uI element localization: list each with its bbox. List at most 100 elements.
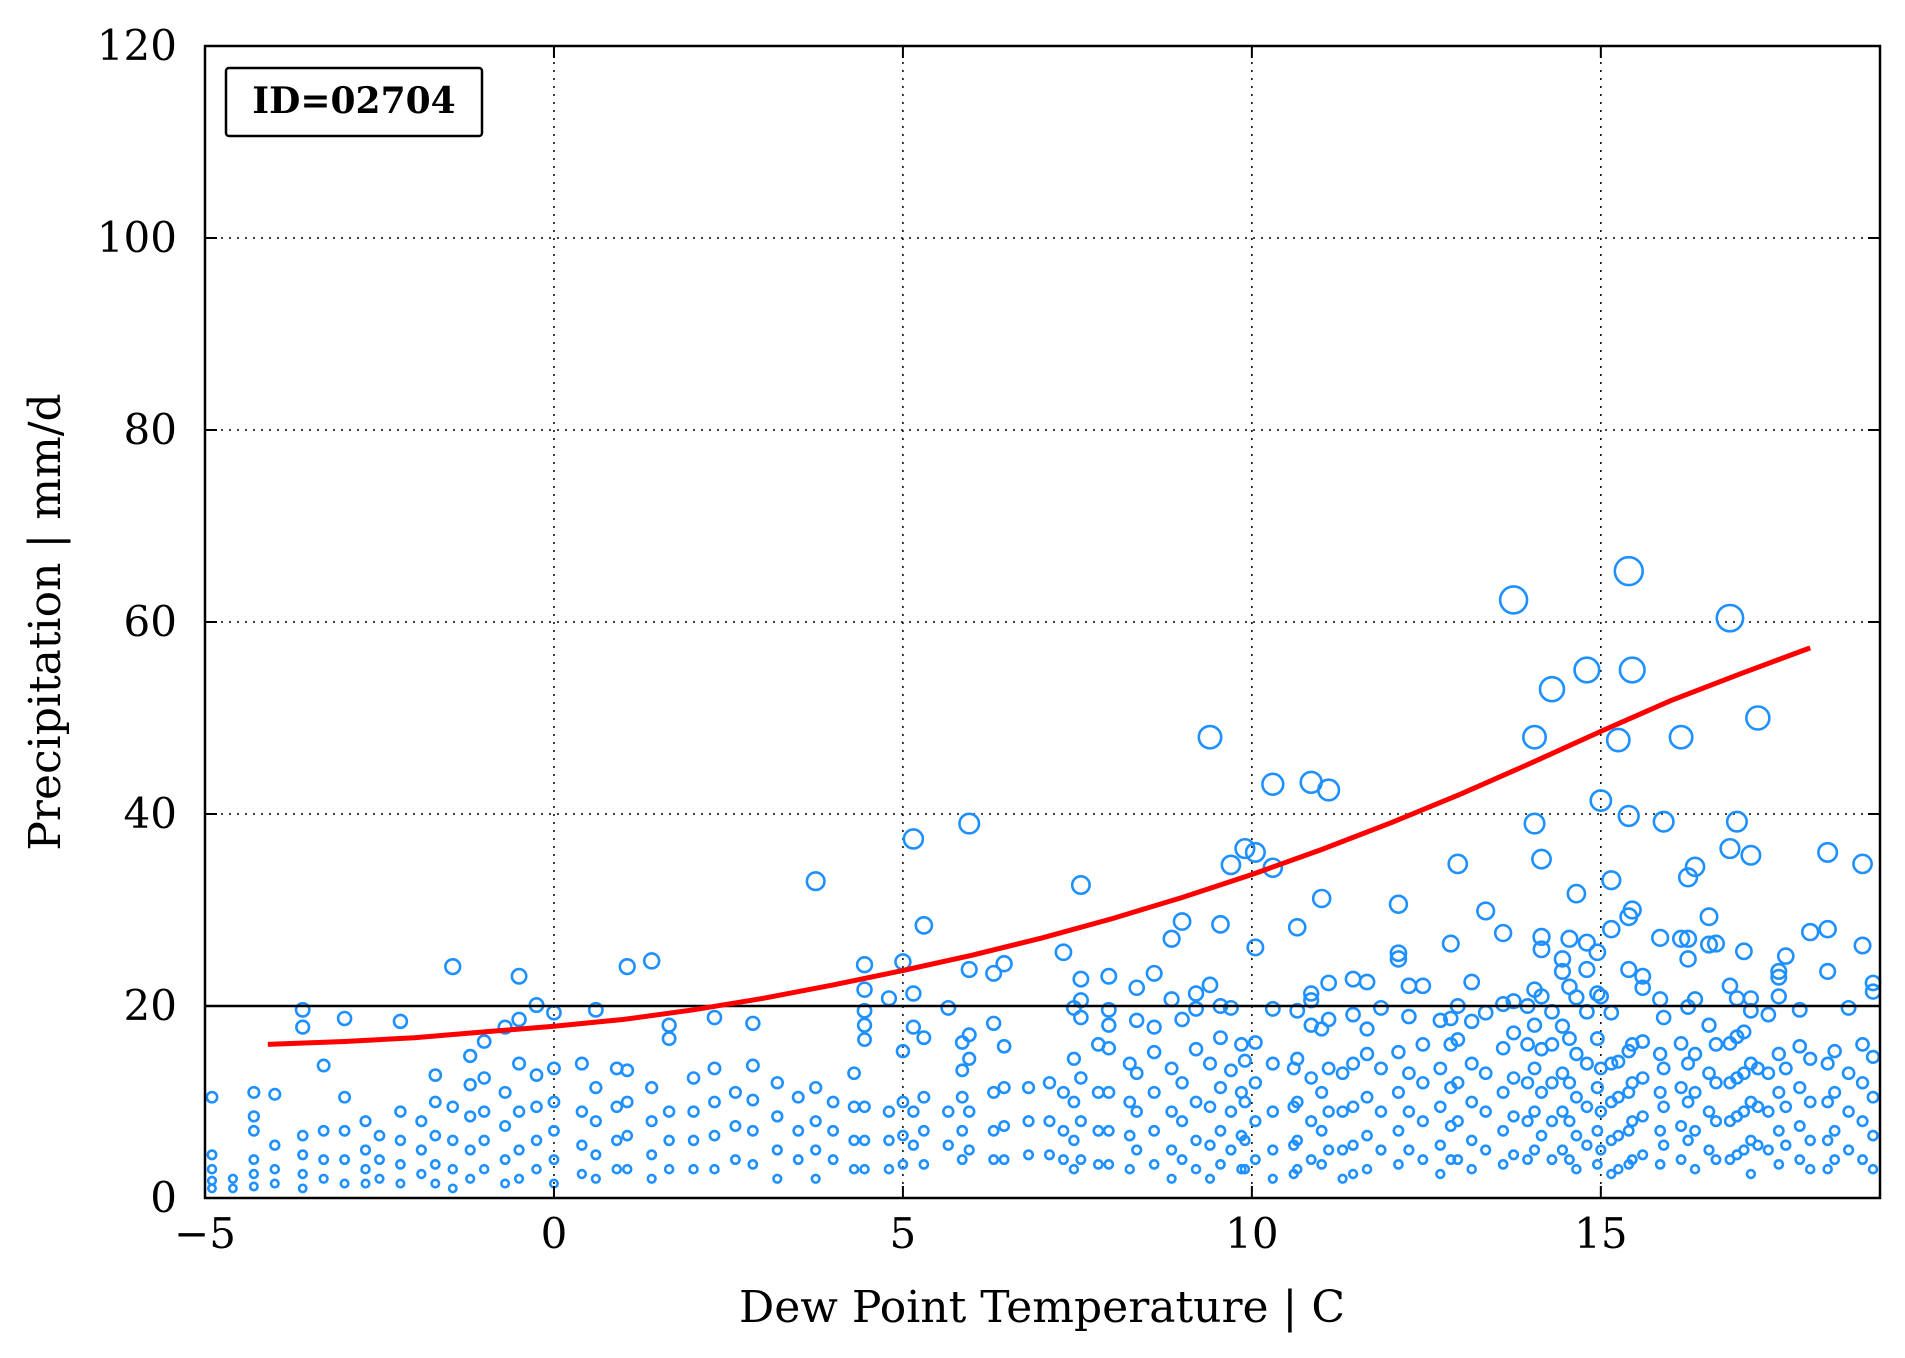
data-point xyxy=(1745,705,1771,731)
data-point xyxy=(296,1129,309,1142)
data-point xyxy=(985,1015,1002,1031)
data-point xyxy=(1305,1115,1318,1128)
data-point xyxy=(810,1144,822,1156)
data-point xyxy=(1176,1115,1189,1128)
y-tick-label: 60 xyxy=(124,597,177,646)
data-point xyxy=(942,1105,955,1118)
data-point xyxy=(621,1129,634,1142)
data-point xyxy=(1563,1154,1575,1166)
data-point xyxy=(1827,1043,1842,1059)
data-point xyxy=(1175,1076,1189,1090)
data-point xyxy=(463,1048,478,1064)
data-point xyxy=(1402,1105,1416,1118)
data-point xyxy=(1719,837,1741,860)
data-point xyxy=(248,1168,260,1180)
data-point xyxy=(547,1095,561,1109)
data-point xyxy=(1531,848,1552,870)
data-point xyxy=(1857,1154,1868,1166)
data-point xyxy=(1493,923,1513,943)
data-point xyxy=(896,1095,910,1109)
data-point xyxy=(663,1163,675,1175)
data-point xyxy=(1594,1105,1608,1118)
data-point xyxy=(576,1139,588,1151)
data-point xyxy=(1772,1085,1786,1099)
data-point xyxy=(1174,1011,1190,1028)
data-point xyxy=(621,1163,633,1175)
data-point xyxy=(1751,1100,1765,1114)
data-point xyxy=(998,1120,1011,1133)
data-point xyxy=(1201,976,1219,994)
data-point xyxy=(1479,1105,1492,1118)
data-point xyxy=(1554,1018,1571,1034)
data-point xyxy=(745,1058,760,1073)
data-point xyxy=(1842,1105,1855,1118)
data-point xyxy=(1497,1159,1509,1170)
data-point xyxy=(513,1144,525,1156)
data-point xyxy=(1556,1105,1569,1118)
data-point xyxy=(1740,844,1762,866)
data-point xyxy=(940,999,957,1016)
data-point xyxy=(907,1105,920,1118)
data-point xyxy=(477,1105,491,1118)
data-point xyxy=(1699,935,1719,954)
data-point xyxy=(688,1163,699,1175)
data-point xyxy=(792,1124,805,1137)
data-point xyxy=(395,1159,406,1170)
data-point xyxy=(374,1173,385,1184)
data-point xyxy=(269,1178,280,1189)
data-point xyxy=(1402,1066,1416,1081)
scatter-points xyxy=(205,555,1882,1194)
data-point xyxy=(746,1124,759,1137)
data-point xyxy=(686,1071,701,1085)
id-annotation-text: ID=02704 xyxy=(252,80,455,122)
data-point xyxy=(1653,1085,1667,1099)
data-point xyxy=(963,1144,975,1156)
data-point xyxy=(960,960,978,979)
data-point xyxy=(1522,724,1548,750)
data-point xyxy=(1187,985,1205,1002)
data-point xyxy=(1373,999,1389,1016)
data-point xyxy=(1316,1159,1328,1170)
data-point xyxy=(1249,1115,1262,1128)
data-point xyxy=(1853,936,1872,955)
y-tick-label: 120 xyxy=(97,21,177,70)
data-point xyxy=(1204,1173,1216,1184)
data-point xyxy=(1389,950,1408,968)
data-point xyxy=(1603,1004,1620,1021)
data-point xyxy=(1374,1061,1388,1076)
data-point xyxy=(1588,943,1607,962)
data-point xyxy=(430,1178,441,1189)
data-point xyxy=(446,1100,460,1114)
data-point xyxy=(855,956,874,974)
data-point xyxy=(294,1001,311,1018)
data-point xyxy=(1794,1154,1806,1166)
data-point xyxy=(1345,1006,1361,1023)
data-point xyxy=(374,1154,385,1166)
data-point xyxy=(1792,1038,1808,1054)
data-point xyxy=(1762,1105,1775,1118)
data-point xyxy=(687,1134,700,1147)
data-point xyxy=(1264,1000,1281,1017)
data-point xyxy=(646,1173,657,1184)
data-point xyxy=(858,1134,871,1147)
data-point xyxy=(857,1032,872,1048)
data-point xyxy=(1188,1041,1204,1057)
data-point xyxy=(1505,993,1522,1010)
data-point xyxy=(1239,1163,1251,1175)
data-point xyxy=(1190,1134,1202,1147)
data-point xyxy=(1570,1129,1583,1142)
data-point xyxy=(1100,967,1118,985)
data-point xyxy=(1414,977,1432,995)
data-point xyxy=(1601,870,1622,891)
data-point xyxy=(1021,1080,1036,1095)
data-point xyxy=(1056,1085,1070,1099)
data-point xyxy=(1679,950,1697,968)
data-point xyxy=(708,1129,721,1142)
data-point xyxy=(1742,1002,1759,1019)
data-point xyxy=(1618,656,1646,684)
data-point xyxy=(1266,1105,1280,1118)
data-point xyxy=(1528,1105,1541,1118)
data-point xyxy=(1636,1110,1649,1123)
id-annotation-box: ID=02704 xyxy=(224,66,484,138)
data-point xyxy=(1291,1134,1303,1147)
